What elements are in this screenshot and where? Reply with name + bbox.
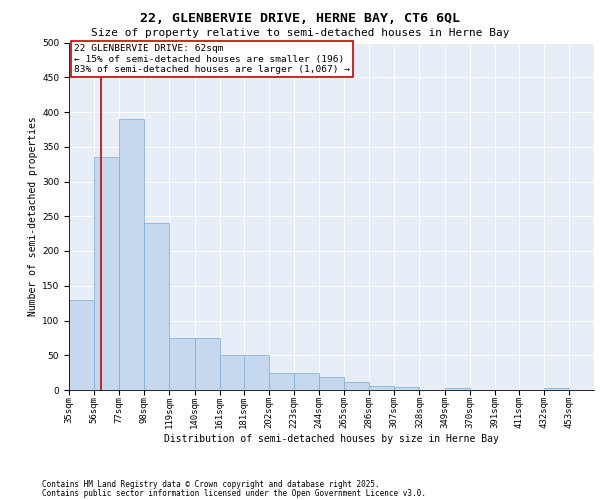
Bar: [119, 119, 145, 390]
Bar: [294, 372, 319, 390]
Bar: [220, 355, 245, 390]
Text: Contains public sector information licensed under the Open Government Licence v3: Contains public sector information licen…: [42, 490, 426, 498]
Text: 22, GLENBERVIE DRIVE, HERNE BAY, CT6 6QL: 22, GLENBERVIE DRIVE, HERNE BAY, CT6 6QL: [140, 12, 460, 26]
Bar: [319, 378, 344, 390]
Bar: [445, 388, 470, 390]
Bar: [344, 382, 369, 390]
Text: Size of property relative to semi-detached houses in Herne Bay: Size of property relative to semi-detach…: [91, 28, 509, 38]
Bar: [94, 157, 119, 390]
Text: Contains HM Land Registry data © Crown copyright and database right 2025.: Contains HM Land Registry data © Crown c…: [42, 480, 380, 489]
Bar: [369, 386, 394, 390]
X-axis label: Distribution of semi-detached houses by size in Herne Bay: Distribution of semi-detached houses by …: [164, 434, 499, 444]
Bar: [145, 223, 169, 390]
Y-axis label: Number of semi-detached properties: Number of semi-detached properties: [28, 116, 38, 316]
Bar: [194, 338, 220, 390]
Bar: [269, 372, 294, 390]
Bar: [169, 338, 194, 390]
Bar: [69, 300, 94, 390]
Bar: [394, 386, 419, 390]
Bar: [544, 388, 569, 390]
Bar: [244, 355, 269, 390]
Text: 22 GLENBERVIE DRIVE: 62sqm
← 15% of semi-detached houses are smaller (196)
83% o: 22 GLENBERVIE DRIVE: 62sqm ← 15% of semi…: [74, 44, 350, 74]
